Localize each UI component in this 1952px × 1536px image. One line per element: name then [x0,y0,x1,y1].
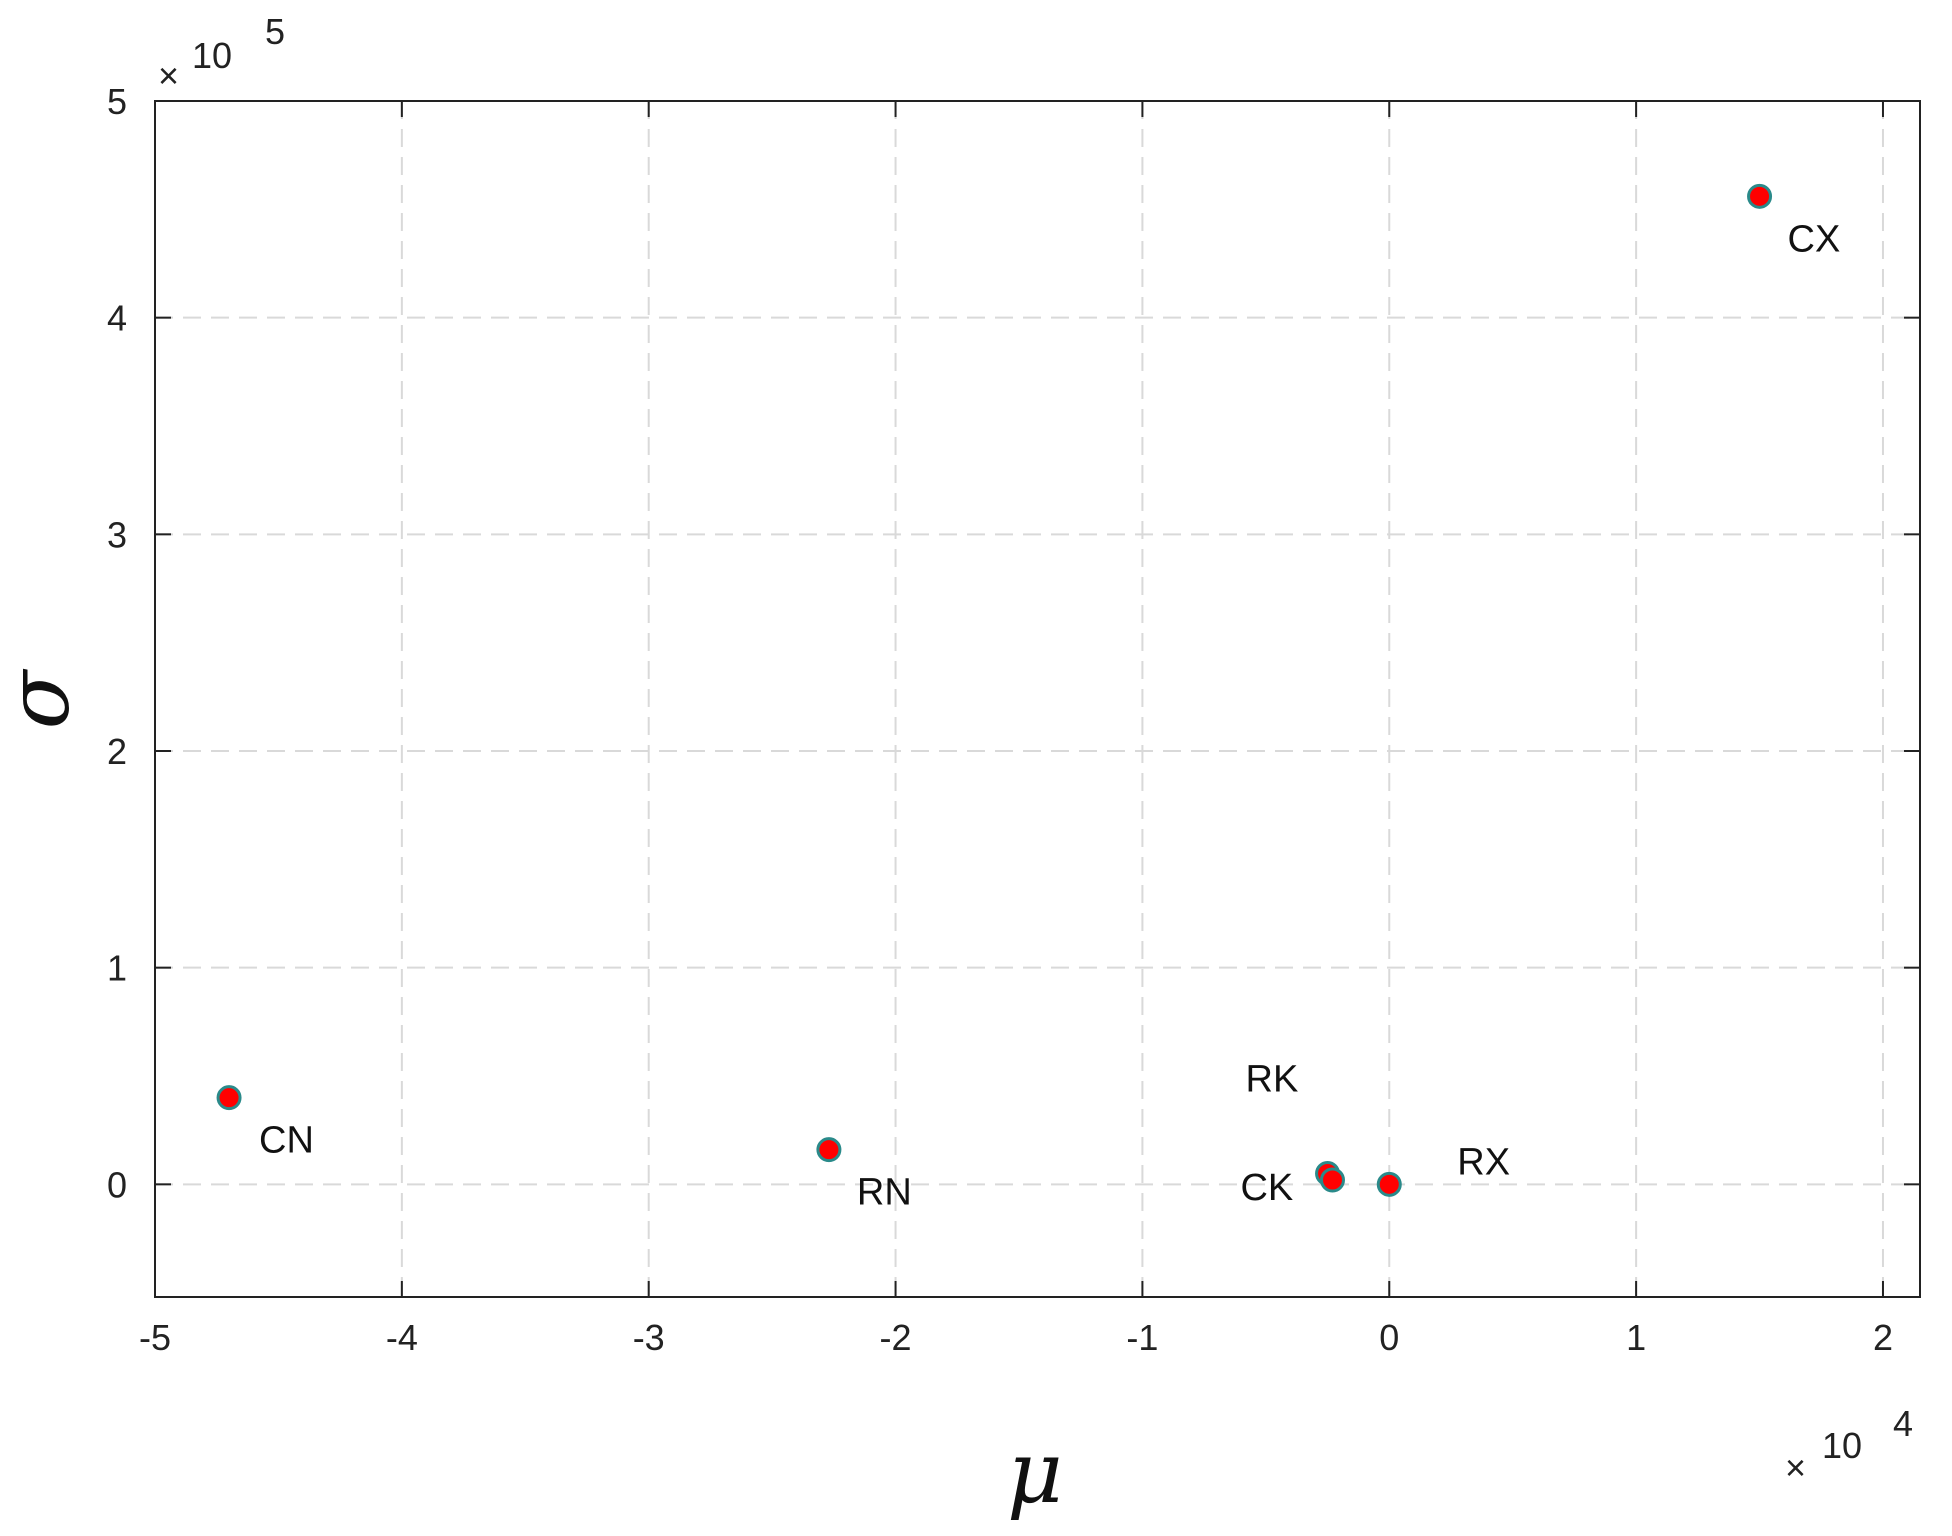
point-label-rk: RK [1246,1059,1299,1101]
y-tick-label: 0 [107,1164,127,1205]
data-point-rx [1376,1171,1402,1197]
y-tick-label: 5 [107,81,127,122]
point-label-rx: RX [1457,1141,1510,1183]
y-tick-label: 3 [107,514,127,555]
x-multiplier-symbol: × [1785,1447,1806,1488]
x-tick-label: -3 [633,1317,665,1358]
x-tick-label: -5 [139,1317,171,1358]
plot-area [154,100,1921,1298]
x-axis-tick-labels: -5 -4 -3 -2 -1 0 1 2 [139,1317,1893,1358]
data-point-ck [1319,1167,1345,1193]
x-exponent-power: 4 [1893,1403,1913,1444]
x-axis-exponent: × 10 4 [1785,1403,1913,1488]
y-axis-exponent: × 10 5 [158,11,285,96]
x-tick-label: 1 [1626,1317,1646,1358]
y-tick-label: 2 [107,731,127,772]
data-point-cn [216,1085,242,1111]
point-label-cn: CN [259,1120,314,1162]
data-point-cx [1747,183,1773,209]
grid-lines [155,101,1920,1297]
axis-ticks [154,100,1920,1297]
x-tick-label: -4 [386,1317,418,1358]
y-exponent-base: 10 [192,35,232,76]
point-label-cx: CX [1788,218,1841,260]
y-multiplier-symbol: × [158,55,179,96]
x-tick-label: -2 [880,1317,912,1358]
y-tick-label: 1 [107,948,127,989]
point-labels: CN RN RK CK RX CX [259,218,1840,1213]
data-point-rn [816,1137,842,1163]
y-tick-label: 4 [107,298,127,339]
x-exponent-base: 10 [1822,1425,1862,1466]
point-label-ck: CK [1240,1167,1293,1209]
y-axis-tick-labels: 0 1 2 3 4 5 [107,81,127,1205]
point-label-rn: RN [857,1172,912,1214]
y-exponent-power: 5 [265,11,285,52]
x-axis-title: μ [1007,1423,1063,1523]
y-axis-title: σ [0,668,89,729]
x-tick-label: 0 [1379,1317,1399,1358]
data-points [216,183,1773,1197]
x-tick-label: 2 [1873,1317,1893,1358]
x-tick-label: -1 [1126,1317,1158,1358]
